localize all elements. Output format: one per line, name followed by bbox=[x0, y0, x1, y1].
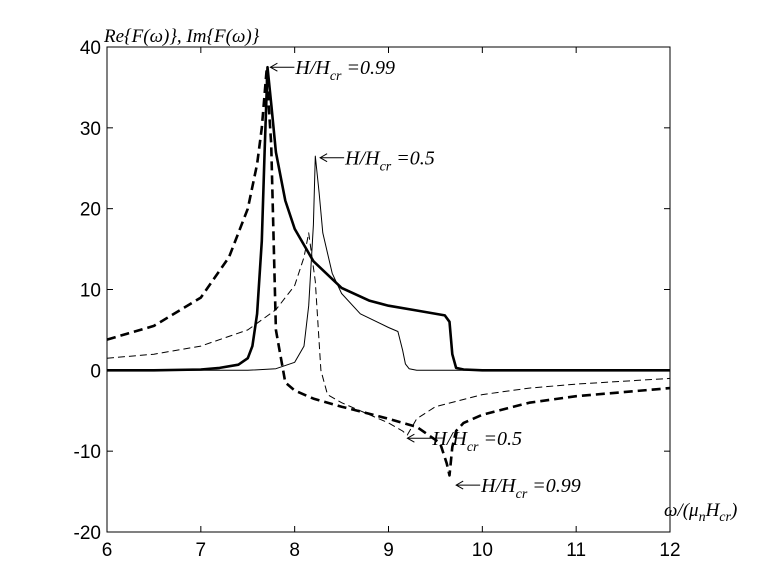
annotation-label-value: =0.5 bbox=[391, 148, 435, 170]
annotation-label: H/Hcr =0.5 bbox=[431, 428, 522, 455]
annotation: H/Hcr =0.5 bbox=[406, 428, 522, 455]
y-axis-title: Re{F(ω)}, Im{F(ω)} bbox=[103, 26, 260, 47]
x-tick-label: 6 bbox=[102, 540, 113, 561]
axes: 6 7 8 9 10 11 12 -20 -10 0 10 20 30 40 bbox=[74, 38, 681, 561]
x-axis-title: ω/(μnHcr) bbox=[664, 500, 737, 525]
plot-frame bbox=[106, 46, 671, 533]
annotation-arrow-head bbox=[319, 153, 328, 163]
annotation: H/Hcr =0.99 bbox=[269, 57, 395, 84]
series-line-solid-thick bbox=[107, 65, 670, 372]
series-line-solid-thin bbox=[107, 155, 670, 371]
annotation-label-main: H/H bbox=[344, 148, 381, 170]
y-tick-label: -10 bbox=[74, 442, 101, 463]
annotation-label-main: H/H bbox=[480, 475, 517, 497]
x-axis-title-end: ) bbox=[730, 500, 737, 521]
y-tick-label: 20 bbox=[80, 200, 101, 221]
x-axis-title-mid: H bbox=[705, 500, 721, 521]
annotation-label: H/Hcr =0.5 bbox=[344, 148, 435, 175]
annotation-label-value: =0.5 bbox=[479, 428, 523, 450]
x-tick-label: 9 bbox=[383, 540, 394, 561]
annotation: H/Hcr =0.5 bbox=[319, 148, 435, 175]
x-tick-label: 11 bbox=[566, 540, 586, 561]
annotation-label-value: =0.99 bbox=[527, 475, 581, 497]
x-axis-title-main: ω/(μ bbox=[664, 500, 699, 521]
annotation-label-sub: cr bbox=[467, 440, 479, 455]
x-tick-label: 10 bbox=[472, 540, 493, 561]
x-axis-title-sub2: cr bbox=[719, 510, 731, 525]
y-tick-label: 40 bbox=[80, 38, 101, 59]
annotation-label-main: H/H bbox=[431, 428, 468, 450]
annotation-arrow-head bbox=[406, 433, 415, 443]
series-line-dashed-thick bbox=[106, 70, 671, 477]
y-tick-label: 10 bbox=[80, 281, 101, 302]
annotation-arrow-head bbox=[269, 62, 278, 72]
annotation-label: H/Hcr =0.99 bbox=[480, 475, 581, 502]
annotation-label: H/Hcr =0.99 bbox=[294, 57, 395, 84]
x-tick-label: 12 bbox=[659, 540, 680, 561]
series-group bbox=[106, 65, 671, 477]
annotation-label-sub: cr bbox=[516, 487, 528, 502]
y-tick-label: 30 bbox=[80, 119, 101, 140]
annotation-label-main: H/H bbox=[294, 57, 331, 79]
annotation-arrow-head bbox=[455, 480, 464, 490]
x-axis-title-sub1: n bbox=[699, 510, 706, 525]
annotations: H/Hcr =0.99H/Hcr =0.5H/Hcr =0.5H/Hcr =0.… bbox=[269, 57, 581, 502]
x-tick-label: 7 bbox=[196, 540, 207, 561]
annotation-label-sub: cr bbox=[330, 69, 342, 84]
annotation-label-value: =0.99 bbox=[342, 57, 396, 79]
annotation-label-sub: cr bbox=[380, 160, 392, 175]
y-tick-label: 0 bbox=[90, 361, 101, 382]
annotation: H/Hcr =0.99 bbox=[455, 475, 581, 502]
y-tick-label: -20 bbox=[74, 523, 101, 544]
series-line-dashed-thin bbox=[106, 232, 671, 436]
x-tick-label: 8 bbox=[289, 540, 300, 561]
